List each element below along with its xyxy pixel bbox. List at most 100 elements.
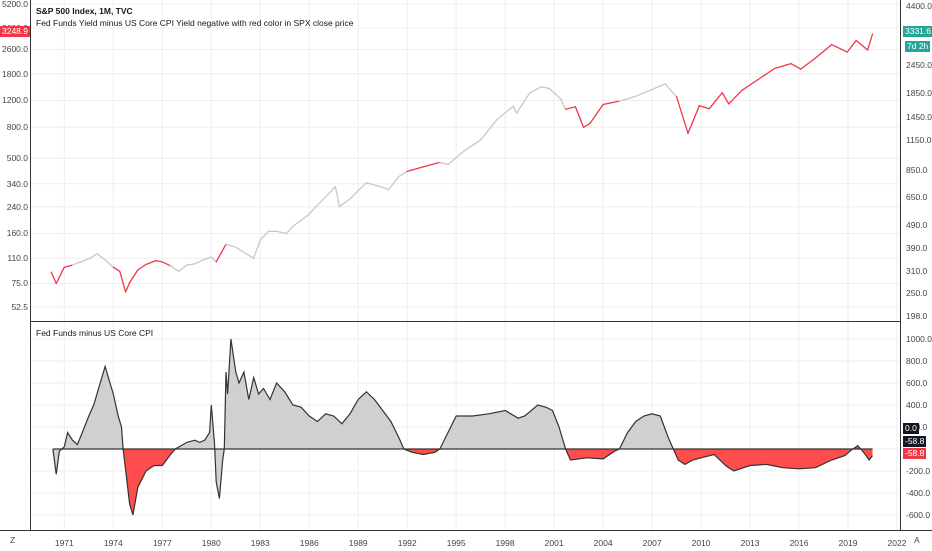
spx-segment: [790, 62, 802, 70]
spx-segment: [708, 92, 723, 110]
right-scale-tick: 650.0: [906, 192, 928, 203]
spx-segment: [96, 252, 106, 261]
time-axis-tick: 1992: [397, 538, 417, 548]
right-scale-tick: 2450.0: [906, 59, 932, 70]
right-scale-tick: 390.0: [906, 243, 928, 254]
left-scale-tick: 110.0: [7, 253, 28, 264]
left-scale-tick: 160.0: [6, 228, 28, 239]
spx-segment: [215, 243, 227, 263]
spx-segment: [50, 271, 57, 285]
sub-scale-tick: 1000.0: [906, 334, 932, 344]
positive-area: [52, 366, 124, 475]
spx-segment: [210, 256, 217, 263]
time-axis-tick: 2022: [887, 538, 907, 548]
spx-segment: [124, 281, 131, 293]
spx-segment: [316, 186, 337, 206]
spx-segment: [618, 95, 637, 102]
time-axis-tick: 2004: [593, 538, 613, 548]
right-price-scale[interactable]: 4400.0 2450.0 1850.0 1450.0 1150.0 850.0 650.0…: [900, 0, 932, 530]
spx-segment: [398, 170, 408, 178]
zero-value-tag: 0.0: [903, 423, 919, 434]
spx-segment: [439, 161, 449, 166]
spx-segment: [773, 62, 792, 70]
spx-segment: [721, 92, 730, 105]
oscillator-line: [52, 338, 873, 516]
spx-segment: [253, 239, 261, 259]
left-price-scale[interactable]: 5200.03600.02600.01800.01200.0800.0500.0…: [0, 0, 31, 530]
sub-scale-tick: 800.0: [906, 356, 928, 366]
spx-segment: [292, 214, 309, 228]
spx-segment: [119, 270, 127, 293]
main-pane-title[interactable]: S&P 500 Index, 1M, TVC: [36, 6, 133, 16]
left-scale-tick: 240.0: [6, 201, 28, 212]
spx-segment: [422, 161, 441, 168]
spx-segment: [564, 106, 577, 110]
spx-segment: [540, 86, 550, 90]
spx-segment: [512, 105, 518, 114]
spx-segment: [80, 257, 92, 263]
spx-segment: [204, 256, 212, 261]
spx-segment: [675, 96, 689, 134]
spx-segment: [698, 104, 710, 110]
spx-segment: [574, 106, 585, 128]
time-axis[interactable]: 1971 1974 1977 1980 1983 1986 1989 1992 1995 1998…: [0, 530, 932, 551]
positive-area: [175, 405, 225, 499]
left-scale-tick: 340.0: [6, 178, 28, 189]
negative-area: [565, 449, 620, 460]
sub-scale-tick: -200.0: [906, 466, 931, 476]
spx-segment: [757, 67, 776, 81]
left-scale-tick: 1800.0: [2, 68, 28, 79]
time-axis-tick: 1980: [201, 538, 221, 548]
time-axis-tick: 2010: [691, 538, 711, 548]
countdown-tag: 7d 2h: [905, 41, 931, 52]
spx-segment: [602, 100, 621, 106]
left-scale-tick: 1200.0: [2, 95, 28, 106]
spx-segment: [664, 83, 678, 98]
spx-segment: [635, 83, 666, 97]
spx-segment: [225, 243, 237, 248]
time-axis-tick: 1971: [54, 538, 74, 548]
spx-segment: [365, 182, 385, 189]
spx-segment: [741, 78, 759, 91]
spx-segment: [406, 166, 425, 173]
spx-segment: [480, 118, 498, 141]
time-axis-tick: 1995: [446, 538, 466, 548]
spx-segment: [243, 251, 255, 259]
right-scale-tick: 490.0: [906, 220, 928, 231]
oscillator-area[interactable]: [52, 338, 873, 516]
sub-pane-title[interactable]: Fed Funds minus US Core CPI: [36, 328, 154, 338]
sub-scale-tick: 400.0: [906, 400, 928, 410]
time-axis-tick: 1983: [250, 538, 270, 548]
spx-segment: [589, 103, 604, 124]
spx-segment: [155, 259, 163, 263]
left-scale-tick: 800.0: [6, 122, 28, 133]
spx-segment: [831, 43, 848, 53]
spx-segment: [275, 230, 288, 235]
auto-scale-toggle[interactable]: A: [914, 535, 920, 545]
spx-segment: [728, 89, 743, 105]
right-scale-tick: 198.0: [906, 311, 928, 321]
spx-segment: [846, 39, 857, 53]
spx-price-line[interactable]: [50, 33, 874, 293]
indicator-label[interactable]: Fed Funds Yield minus US Core CPI Yield …: [36, 18, 354, 28]
spx-segment: [687, 104, 701, 134]
spx-segment: [186, 263, 196, 266]
spx-segment: [177, 264, 188, 273]
spx-segment: [334, 186, 341, 208]
left-scale-tick: 52.5: [11, 302, 28, 312]
positive-area: [619, 413, 674, 449]
right-scale-tick: 850.0: [906, 165, 928, 176]
spx-segment: [63, 264, 74, 268]
time-axis-tick: 2007: [642, 538, 662, 548]
positive-area: [224, 339, 404, 449]
pane-divider[interactable]: [30, 321, 900, 322]
log-scale-toggle[interactable]: Z: [10, 535, 16, 545]
spx-segment: [169, 265, 180, 273]
spx-segment: [560, 98, 567, 110]
spx-segment: [447, 150, 465, 166]
spx-segment: [814, 43, 833, 59]
spx-segment: [528, 86, 542, 94]
time-axis-tick: 2001: [544, 538, 564, 548]
spx-segment: [161, 261, 172, 267]
